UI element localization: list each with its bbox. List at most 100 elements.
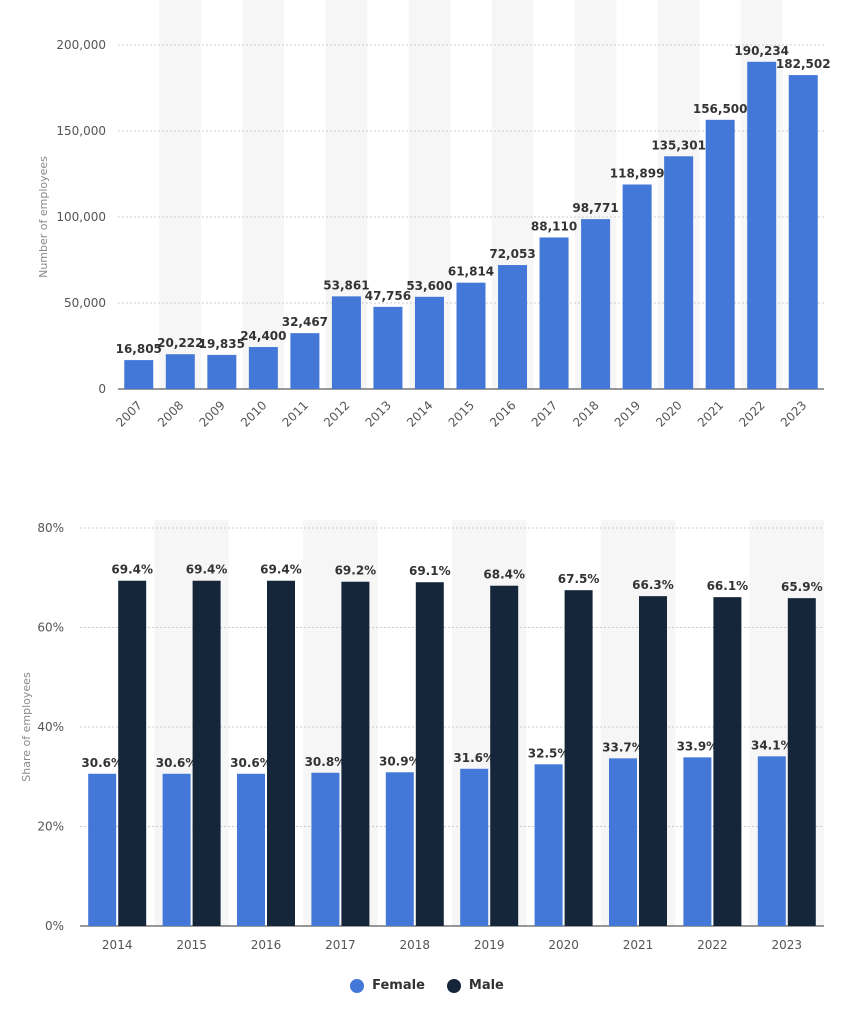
employee-share-chart: 0% 20% 40% 60% 80% Share of employees 30.6% 69.…	[20, 520, 824, 952]
bar	[124, 360, 154, 389]
bar	[747, 61, 777, 390]
y-tick-label: 60%	[37, 621, 64, 635]
data-label-female: 34.1%	[751, 738, 793, 752]
data-label: 32,467	[282, 315, 328, 329]
bar-male	[267, 580, 295, 926]
data-label: 53,600	[406, 279, 452, 293]
legend-label-female: Female	[372, 978, 425, 993]
data-label: 190,234	[734, 44, 789, 58]
data-label: 24,400	[240, 329, 286, 343]
bar-female	[757, 756, 786, 926]
data-label: 98,771	[572, 201, 618, 215]
bar-female	[88, 773, 117, 926]
x-tick-label: 2023	[772, 938, 803, 952]
data-label-male: 69.2%	[335, 564, 377, 578]
data-label: 47,756	[365, 289, 411, 303]
data-label-male: 68.4%	[483, 568, 525, 582]
data-label-male: 66.3%	[632, 578, 674, 592]
x-tick-label: 2009	[196, 398, 227, 429]
bar	[207, 354, 237, 389]
bar-male	[415, 582, 444, 926]
x-tick-label: 2021	[623, 938, 654, 952]
x-tick-label: 2018	[400, 938, 431, 952]
bar-male	[564, 590, 593, 926]
x-tick-label: 2014	[404, 398, 435, 429]
bar-male	[192, 580, 221, 926]
x-tick-label: 2012	[321, 398, 352, 429]
bar-female	[385, 772, 414, 926]
data-label: 61,814	[448, 265, 494, 279]
legend-item-male[interactable]: Male	[446, 978, 504, 993]
legend-marker-female	[350, 978, 365, 993]
bar	[581, 219, 611, 389]
data-label: 19,835	[199, 337, 245, 351]
x-tick-label: 2015	[176, 938, 207, 952]
bar-male	[639, 596, 667, 926]
bar	[705, 119, 735, 389]
data-label-female: 30.8%	[305, 755, 347, 769]
legend-marker-male	[446, 978, 461, 993]
data-label-male: 65.9%	[781, 580, 823, 594]
band-shade	[159, 0, 202, 389]
bar-female	[683, 757, 712, 926]
x-tick-label: 2015	[446, 398, 477, 429]
x-tick-label: 2011	[280, 398, 311, 429]
bar-male	[787, 598, 816, 926]
y-tick-label: 100,000	[56, 210, 106, 224]
bar-female	[162, 773, 191, 926]
y-tick-label: 0	[98, 382, 106, 396]
y-tick-label: 20%	[37, 820, 64, 834]
bar-male	[713, 597, 742, 926]
bar-female	[534, 764, 563, 926]
bar	[248, 347, 278, 389]
x-tick-label: 2007	[113, 398, 144, 429]
bar	[664, 156, 694, 389]
data-label-male: 66.1%	[707, 579, 749, 593]
legend-item-female[interactable]: Female	[350, 978, 425, 993]
data-label-male: 69.1%	[409, 564, 451, 578]
bar-male	[341, 581, 370, 926]
employees-count-chart: 0 50,000 100,000 150,000 200,000 Number of em…	[37, 0, 831, 430]
data-label-female: 30.6%	[230, 756, 272, 770]
y-axis-label: Number of employees	[37, 156, 50, 278]
bar	[539, 237, 569, 389]
bar-female	[609, 758, 637, 926]
y-tick-label: 0%	[45, 919, 64, 933]
data-label-male: 69.4%	[111, 563, 153, 577]
y-tick-label: 200,000	[56, 38, 106, 52]
x-tick-label: 2019	[612, 398, 643, 429]
data-label: 135,301	[651, 138, 706, 152]
bar	[498, 265, 528, 389]
x-tick-label: 2021	[695, 398, 726, 429]
data-label-male: 67.5%	[558, 572, 600, 586]
bar	[331, 296, 361, 389]
legend-label-male: Male	[468, 978, 504, 993]
x-tick-label: 2016	[251, 938, 282, 952]
bar	[622, 184, 652, 389]
bar-male	[118, 580, 147, 926]
y-tick-label: 80%	[37, 521, 64, 535]
bar	[456, 282, 486, 389]
data-label: 118,899	[610, 166, 665, 180]
y-tick-label: 40%	[37, 720, 64, 734]
x-tick-label: 2010	[238, 398, 269, 429]
y-axis-label: Share of employees	[20, 672, 33, 782]
data-label: 20,222	[157, 336, 203, 350]
data-label: 16,805	[116, 342, 162, 356]
bar	[414, 296, 444, 389]
data-label: 72,053	[489, 247, 535, 261]
bar	[290, 333, 320, 389]
bar-male	[490, 585, 519, 926]
x-tick-label: 2008	[155, 398, 186, 429]
data-label: 88,110	[531, 219, 577, 233]
x-tick-label: 2019	[474, 938, 505, 952]
data-label: 156,500	[693, 102, 748, 116]
data-label-female: 30.9%	[379, 754, 421, 768]
bar	[165, 354, 195, 389]
data-label-female: 30.6%	[156, 756, 198, 770]
x-tick-label: 2023	[778, 398, 809, 429]
data-label-female: 33.9%	[677, 739, 719, 753]
y-tick-label: 50,000	[64, 296, 106, 310]
y-tick-label: 150,000	[56, 124, 106, 138]
